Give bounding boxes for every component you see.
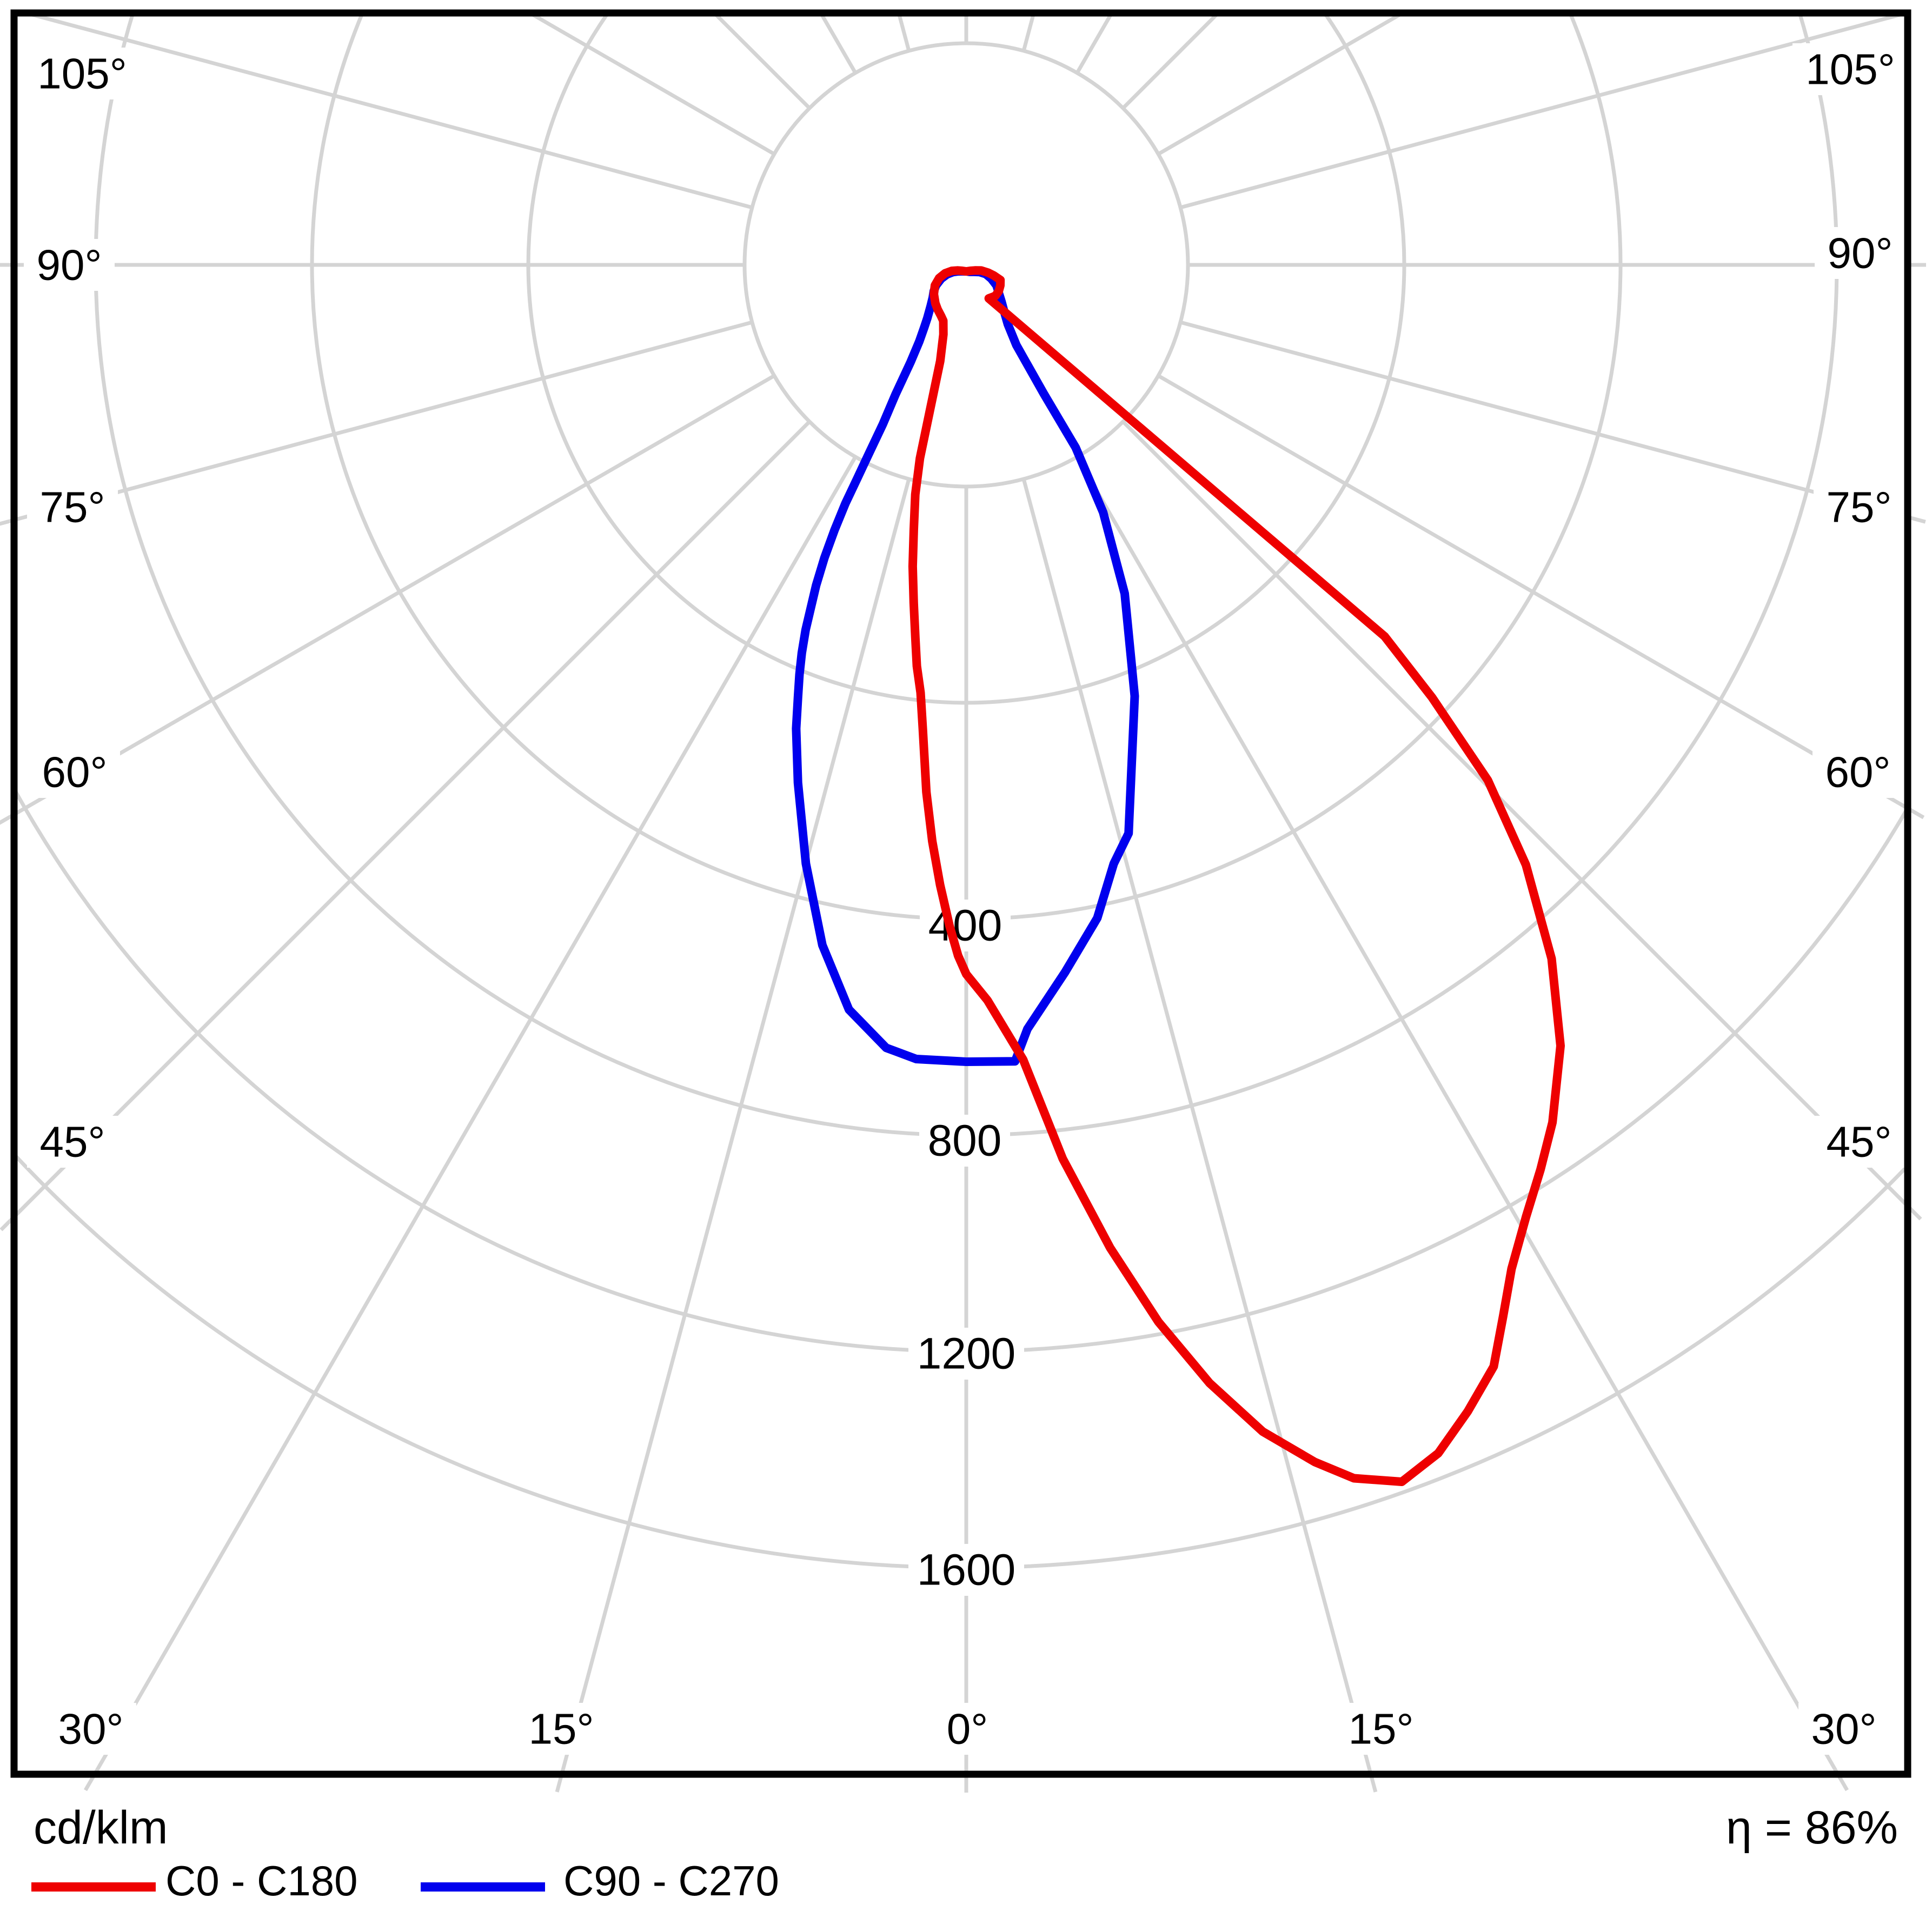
svg-text:400: 400: [928, 901, 1002, 950]
svg-text:30°: 30°: [58, 1705, 124, 1753]
legend-label-c0-c180: C0 - C180: [165, 1857, 358, 1905]
radial-unit-label: cd/klm: [34, 1802, 168, 1854]
svg-text:75°: 75°: [1827, 483, 1892, 531]
svg-text:15°: 15°: [1349, 1705, 1414, 1753]
efficiency-label: η = 86%: [1726, 1802, 1898, 1854]
svg-text:45°: 45°: [40, 1118, 105, 1166]
svg-text:800: 800: [928, 1116, 1002, 1166]
curve-c0-c180: [908, 266, 1565, 1486]
svg-text:90°: 90°: [37, 241, 102, 289]
svg-text:105°: 105°: [37, 50, 127, 98]
svg-text:45°: 45°: [1827, 1118, 1892, 1166]
svg-text:1600: 1600: [917, 1546, 1015, 1595]
svg-text:0°: 0°: [947, 1705, 988, 1753]
svg-text:60°: 60°: [1825, 748, 1891, 796]
svg-text:105°: 105°: [1805, 45, 1895, 94]
legend-swatch-c0-c180: [31, 1882, 156, 1892]
svg-text:1200: 1200: [917, 1329, 1015, 1379]
svg-text:30°: 30°: [1811, 1705, 1877, 1753]
axis-labels: 400 800 1200 1600 105° 90° 75° 60° 45° 105° 90° 75°…: [24, 43, 1908, 1755]
svg-text:60°: 60°: [42, 748, 108, 796]
svg-text:75°: 75°: [40, 483, 105, 531]
svg-text:90°: 90°: [1828, 229, 1893, 277]
svg-text:15°: 15°: [529, 1705, 594, 1753]
legend-label-c90-c270: C90 - C270: [563, 1857, 779, 1905]
legend-swatch-c90-c270: [421, 1882, 545, 1892]
legend: C0 - C180 C90 - C270: [0, 1854, 1932, 1919]
chart-frame: [10, 9, 1911, 1778]
